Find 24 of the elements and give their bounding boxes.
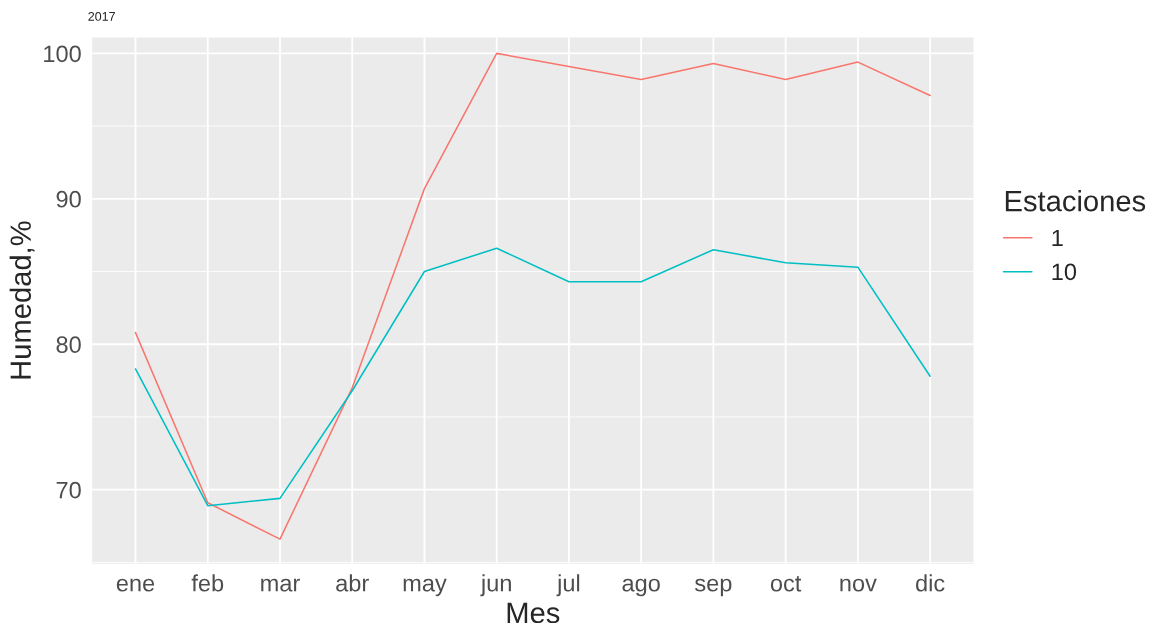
x-tick-label: may <box>403 578 447 597</box>
x-tick-label: abr <box>336 574 369 592</box>
line-series <box>134 52 931 540</box>
x-tick-label: oct <box>770 576 802 592</box>
line-series <box>134 247 931 507</box>
y-tick-label: 90 <box>56 190 81 208</box>
x-tick-label: mar <box>261 578 300 592</box>
legend-title: Estaciones <box>1005 190 1146 212</box>
x-tick-label: nov <box>840 578 877 592</box>
legend-label: 1 <box>1052 229 1063 247</box>
x-tick-label: dic <box>916 574 945 592</box>
x-axis-title: Mes <box>507 602 560 623</box>
x-tick-label: ago <box>622 578 660 597</box>
chart-title: 2017 <box>88 11 115 21</box>
legend-label: 10 <box>1052 263 1077 281</box>
x-tick-label: jul <box>556 574 580 597</box>
x-tick-label: jun <box>480 574 511 597</box>
y-tick-label: 100 <box>44 45 81 63</box>
y-axis-title: Humedad,% <box>9 221 35 379</box>
y-tick-label: 70 <box>56 481 81 499</box>
x-tick-label: ene <box>116 578 155 592</box>
y-tick-label: 80 <box>56 336 81 354</box>
x-tick-label: sep <box>695 578 732 597</box>
x-tick-label: feb <box>191 574 224 592</box>
